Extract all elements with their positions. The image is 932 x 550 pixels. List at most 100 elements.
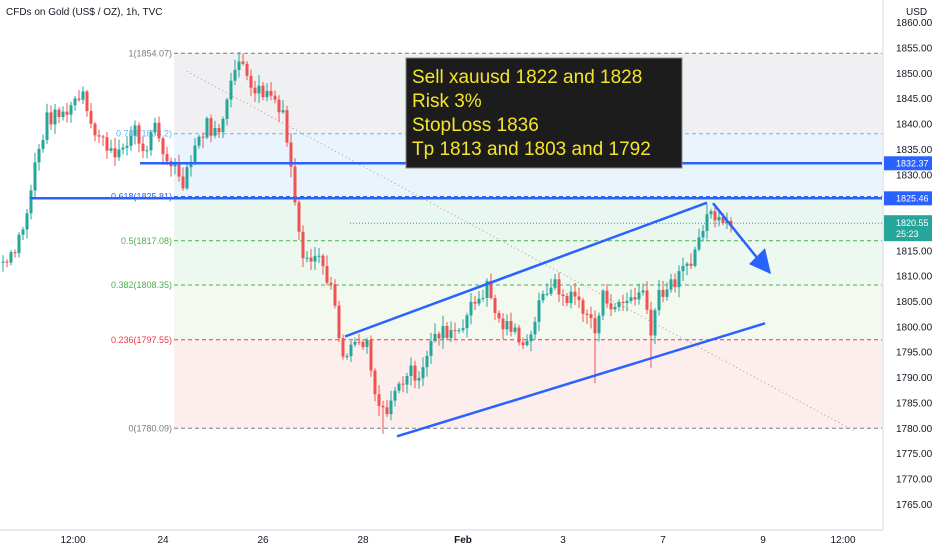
candle [37,144,41,171]
fib-label: 0(1780.09) [128,423,172,433]
candle [713,207,717,228]
candle-body [321,255,325,267]
candle-body [217,127,221,133]
candle [317,247,321,264]
candle-body [537,300,541,322]
candle [585,309,589,325]
candle-body [477,298,481,304]
candle-body [489,281,493,299]
candle [697,228,701,252]
candle [673,273,677,293]
candle-body [53,109,57,125]
fib-band [174,240,882,286]
candle-body [361,342,365,347]
candle [273,90,277,104]
candle [457,327,461,334]
candle [97,129,101,143]
candle [609,294,613,317]
candle-body [333,284,337,306]
candle [393,386,397,407]
candle-body [337,305,341,339]
candle-body [329,282,333,285]
candle-body [125,145,129,148]
candle [77,90,81,102]
fib-label: 0.5(1817.08) [121,236,172,246]
candle [425,350,429,377]
candle [653,307,657,345]
candle [513,323,517,335]
candle [205,116,209,140]
candle-body [677,271,681,288]
candle [357,334,361,346]
candle-body [701,230,705,238]
candle [241,53,245,66]
candle [577,287,581,309]
candle [341,334,345,360]
candle [225,97,229,126]
countdown-text: 25:23 [896,229,919,239]
candle [397,381,401,394]
fib-label: 0.618(1825.81) [111,192,172,202]
candle [137,122,141,153]
candle [297,197,301,240]
candle [505,314,509,336]
y-tick-label: 1800.00 [896,322,932,333]
y-tick-label: 1795.00 [896,348,932,359]
y-tick-label: 1840.00 [896,120,932,131]
candle [553,273,557,291]
candle-body [13,252,17,254]
candle [1,255,5,272]
candle [661,280,665,303]
y-tick-label: 1765.00 [896,500,932,511]
candle-body [165,154,169,162]
candle-body [289,142,293,167]
candle [269,82,273,101]
candle [309,248,313,270]
candle-body [685,263,689,266]
level-price-tag [884,191,932,206]
candle [409,357,413,386]
candle-body [493,298,497,313]
candle-body [497,312,501,319]
y-tick-label: 1815.00 [896,246,932,257]
candle-body [85,91,89,112]
candle [193,138,197,165]
candle [549,278,553,296]
candle-body [673,279,677,288]
candle [561,289,565,306]
x-tick-label: 12:00 [60,535,85,546]
note-line: Tp 1813 and 1803 and 1792 [412,139,651,160]
candle-body [113,148,117,158]
candle [337,300,341,342]
level-price-tag-text: 1832.37 [896,158,929,168]
candle-body [565,296,569,304]
candle-body [269,90,273,96]
candle [177,154,181,182]
candle-body [589,314,593,319]
candle-body [617,301,621,308]
candle-body [641,290,645,293]
candle [573,282,577,305]
candle-body [437,333,441,339]
candle [49,105,53,130]
candle [333,279,337,309]
current-price-tag [884,215,932,242]
candle [389,390,393,421]
candle [125,136,129,156]
candle [369,335,373,377]
candle [529,330,533,352]
dotted-trend-line [186,70,856,432]
candle-body [541,293,545,301]
candle-body [157,122,161,139]
candle [93,121,97,142]
candle-body [405,375,409,385]
candle-body [117,149,121,158]
candle-body [225,99,229,119]
candle-body [629,297,633,301]
fib-band [174,196,882,241]
candle [305,251,309,263]
candle-body [121,147,125,150]
candle [45,103,49,144]
